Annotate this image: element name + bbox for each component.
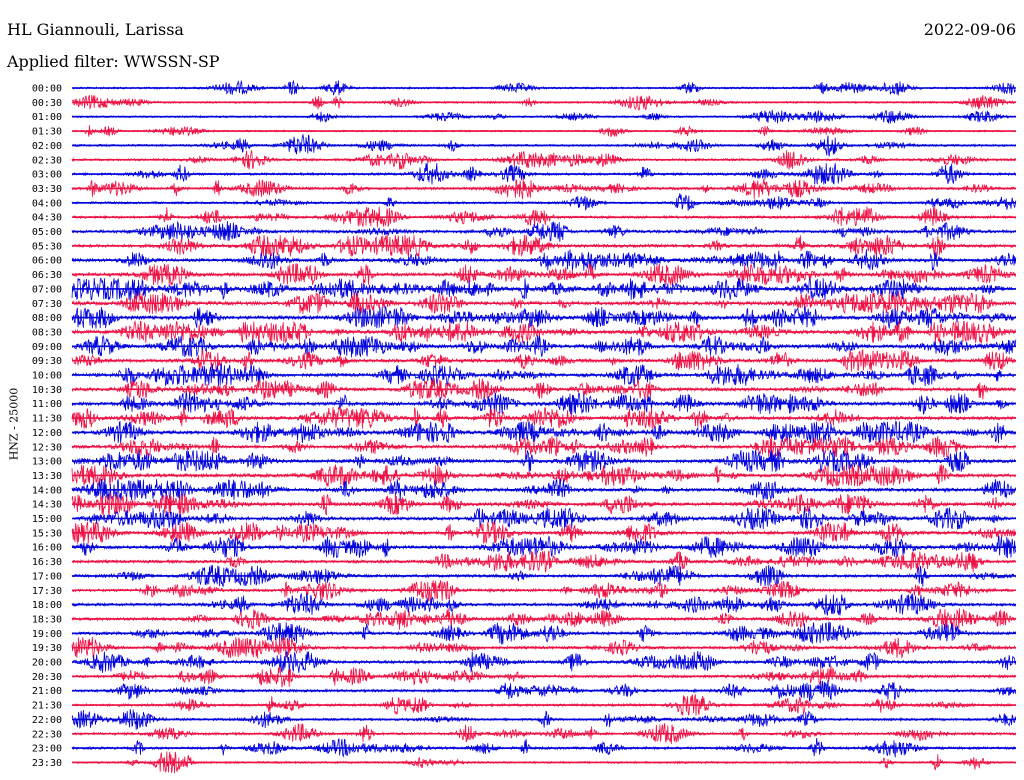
seismic-trace	[71, 234, 1017, 258]
time-tick-label: 03:30	[32, 184, 62, 195]
time-tick-label: 13:30	[32, 471, 62, 482]
time-tick-label: 18:00	[32, 600, 62, 611]
time-tick-label: 04:00	[32, 198, 62, 209]
date-label: 2022-09-06	[923, 20, 1016, 39]
time-tick-label: 11:00	[32, 399, 62, 410]
time-tick-label: 06:00	[32, 256, 62, 267]
seismic-trace	[71, 680, 1017, 702]
time-tick-label: 17:30	[32, 586, 62, 597]
time-tick-label: 23:30	[32, 758, 62, 769]
seismic-trace	[71, 334, 1017, 358]
time-tick-label: 15:00	[32, 514, 62, 525]
time-tick-label: 02:30	[32, 155, 62, 166]
time-tick-label: 15:30	[32, 528, 62, 539]
time-tick-label: 22:30	[32, 729, 62, 740]
seismic-trace	[71, 220, 1017, 242]
time-tick-label: 22:00	[32, 715, 62, 726]
time-tick-label: 18:30	[32, 614, 62, 625]
time-tick-label: 12:30	[32, 442, 62, 453]
time-tick-label: 16:30	[32, 557, 62, 568]
time-tick-label: 08:00	[32, 313, 62, 324]
time-tick-label: 08:30	[32, 327, 62, 338]
time-tick-label: 10:00	[32, 371, 62, 382]
time-tick-label: 11:30	[32, 414, 62, 425]
time-tick-label: 14:00	[32, 485, 62, 496]
time-tick-label: 19:30	[32, 643, 62, 654]
filter-label: Applied filter: WWSSN-SP	[7, 52, 220, 71]
time-tick-label: 07:00	[32, 284, 62, 295]
time-tick-label: 00:30	[32, 98, 62, 109]
time-tick-label: 21:30	[32, 701, 62, 712]
station-title: HL Giannouli, Larissa	[7, 20, 184, 39]
seismic-trace	[71, 378, 1016, 401]
time-tick-label: 04:30	[32, 213, 62, 224]
time-tick-label: 19:00	[32, 629, 62, 640]
time-tick-label: 05:00	[32, 227, 62, 238]
time-tick-label: 06:30	[32, 270, 62, 281]
time-tick-label: 20:30	[32, 672, 62, 683]
time-tick-label: 02:00	[32, 141, 62, 152]
time-tick-label: 21:00	[32, 686, 62, 697]
time-tick-label: 01:00	[32, 112, 62, 123]
seismic-trace	[71, 206, 1017, 228]
time-tick-label: 09:00	[32, 342, 62, 353]
time-tick-label: 20:00	[32, 658, 62, 669]
time-tick-label: 03:00	[32, 170, 62, 181]
time-tick-label: 13:00	[32, 457, 62, 468]
time-tick-label: 17:00	[32, 571, 62, 582]
time-tick-label: 12:00	[32, 428, 62, 439]
seismic-trace	[71, 405, 1016, 430]
time-tick-label: 01:30	[32, 127, 62, 138]
time-tick-label: 00:00	[32, 84, 62, 95]
time-tick-label: 23:00	[32, 744, 62, 755]
time-tick-label: 09:30	[32, 356, 62, 367]
time-tick-label: 05:30	[32, 241, 62, 252]
time-tick-label: 14:30	[32, 500, 62, 511]
time-tick-label: 07:30	[32, 299, 62, 310]
time-tick-label: 16:00	[32, 543, 62, 554]
time-tick-label: 10:30	[32, 385, 62, 396]
